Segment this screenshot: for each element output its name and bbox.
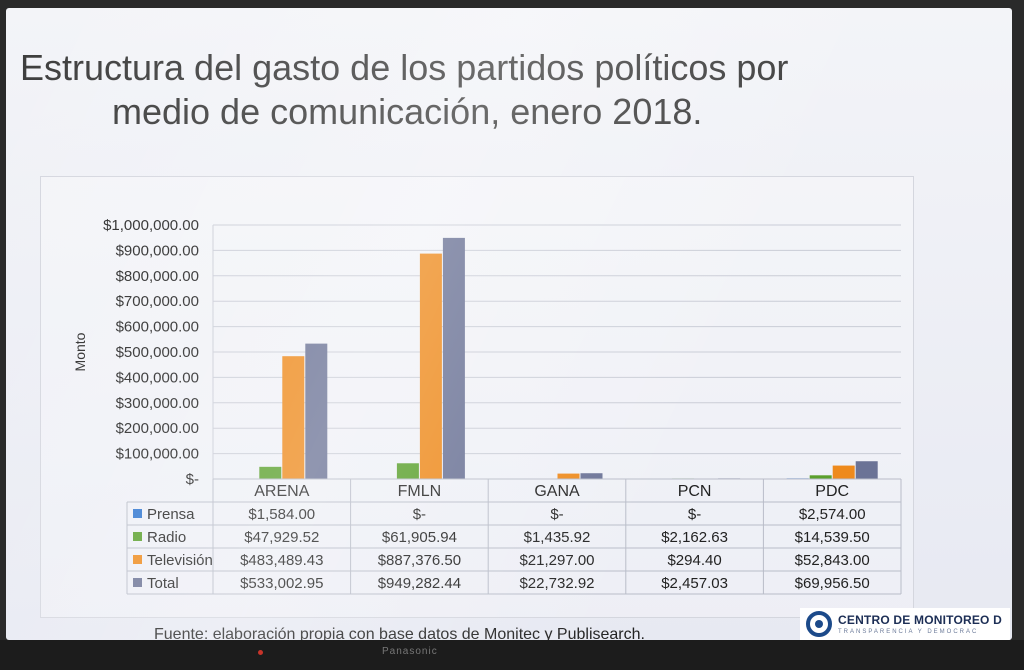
y-tick-label: $100,000.00: [116, 446, 199, 463]
legend-label-radio: Radio: [147, 529, 186, 546]
table-cell-televisión-arena: $483,489.43: [240, 552, 323, 569]
tv-bezel: [0, 640, 1024, 670]
legend-key-radio: [133, 532, 142, 541]
table-cell-radio-pcn: $2,162.63: [661, 529, 728, 546]
y-axis-label: Monto: [72, 332, 88, 371]
table-cell-radio-fmln: $61,905.94: [382, 529, 457, 546]
y-tick-label: $500,000.00: [116, 344, 199, 361]
y-tick-label: $600,000.00: [116, 319, 199, 336]
tv-brand-label: Panasonic: [382, 646, 438, 657]
legend-label-prensa: Prensa: [147, 506, 195, 523]
table-cell-prensa-gana: $-: [550, 506, 563, 523]
logo-tagline: TRANSPARENCIA Y DEMOCRAC: [838, 628, 979, 635]
table-cell-televisión-gana: $21,297.00: [519, 552, 594, 569]
table-cell-total-pcn: $2,457.03: [661, 575, 728, 592]
category-label-fmln: FMLN: [398, 483, 442, 500]
category-label-pdc: PDC: [815, 483, 849, 500]
slide-title: Estructura del gasto de los partidos pol…: [20, 46, 960, 134]
source-note: Fuente: elaboración propia con base dato…: [154, 626, 645, 640]
bar-televisión-fmln: [419, 253, 442, 479]
y-tick-label: $-: [186, 471, 199, 488]
table-cell-prensa-arena: $1,584.00: [248, 506, 315, 523]
bar-total-gana: [580, 473, 603, 479]
y-tick-label: $800,000.00: [116, 268, 199, 285]
table-cell-prensa-fmln: $-: [413, 506, 426, 523]
table-cell-televisión-fmln: $887,376.50: [378, 552, 461, 569]
table-cell-total-arena: $533,002.95: [240, 575, 323, 592]
bar-radio-pdc: [809, 475, 832, 479]
category-label-pcn: PCN: [678, 483, 712, 500]
chart-frame: $- $100,000.00 $200,000.00 $300,000.00 $400,…: [40, 176, 914, 618]
table-cell-radio-pdc: $14,539.50: [795, 529, 870, 546]
bar-radio-fmln: [396, 463, 419, 479]
y-tick-label: $300,000.00: [116, 395, 199, 412]
table-cell-total-gana: $22,732.92: [519, 575, 594, 592]
table-cell-total-pdc: $69,956.50: [795, 575, 870, 592]
legend-label-total: Total: [147, 575, 179, 592]
title-line-1: Estructura del gasto de los partidos pol…: [20, 47, 789, 88]
bar-chart: $- $100,000.00 $200,000.00 $300,000.00 $400,…: [72, 217, 902, 595]
legend-key-televisión: [133, 555, 142, 564]
legend-label-televisión: Televisión: [147, 552, 213, 569]
category-label-gana: GANA: [534, 483, 580, 500]
bar-televisión-pdc: [832, 465, 855, 479]
bar-televisión-arena: [282, 356, 305, 479]
category-label-arena: ARENA: [254, 483, 309, 500]
power-led-icon: [258, 650, 263, 655]
y-tick-label: $200,000.00: [116, 420, 199, 437]
bar-total-fmln: [442, 237, 465, 479]
table-cell-radio-arena: $47,929.52: [244, 529, 319, 546]
table-cell-prensa-pcn: $-: [688, 506, 701, 523]
y-tick-label: $400,000.00: [116, 369, 199, 386]
logo-icon: [806, 611, 832, 637]
logo-name: CENTRO DE MONITOREO D: [838, 612, 1002, 627]
table-cell-radio-gana: $1,435.92: [524, 529, 591, 546]
y-tick-label: $900,000.00: [116, 242, 199, 259]
legend-key-total: [133, 578, 142, 587]
y-tick-label: $1,000,000.00: [103, 217, 199, 234]
organization-logo: CENTRO DE MONITOREO D TRANSPARENCIA Y DE…: [800, 608, 1010, 640]
bar-total-pdc: [855, 461, 878, 479]
table-cell-televisión-pdc: $52,843.00: [795, 552, 870, 569]
table-cell-total-fmln: $949,282.44: [378, 575, 461, 592]
slide-screen: Estructura del gasto de los partidos pol…: [6, 8, 1012, 640]
bar-total-arena: [305, 343, 328, 479]
legend-key-prensa: [133, 509, 142, 518]
y-tick-label: $700,000.00: [116, 293, 199, 310]
title-line-2: medio de comunicación, enero 2018.: [112, 91, 703, 132]
bar-radio-arena: [259, 466, 282, 479]
bar-televisión-gana: [557, 473, 580, 479]
table-cell-prensa-pdc: $2,574.00: [799, 506, 866, 523]
table-cell-televisión-pcn: $294.40: [667, 552, 721, 569]
